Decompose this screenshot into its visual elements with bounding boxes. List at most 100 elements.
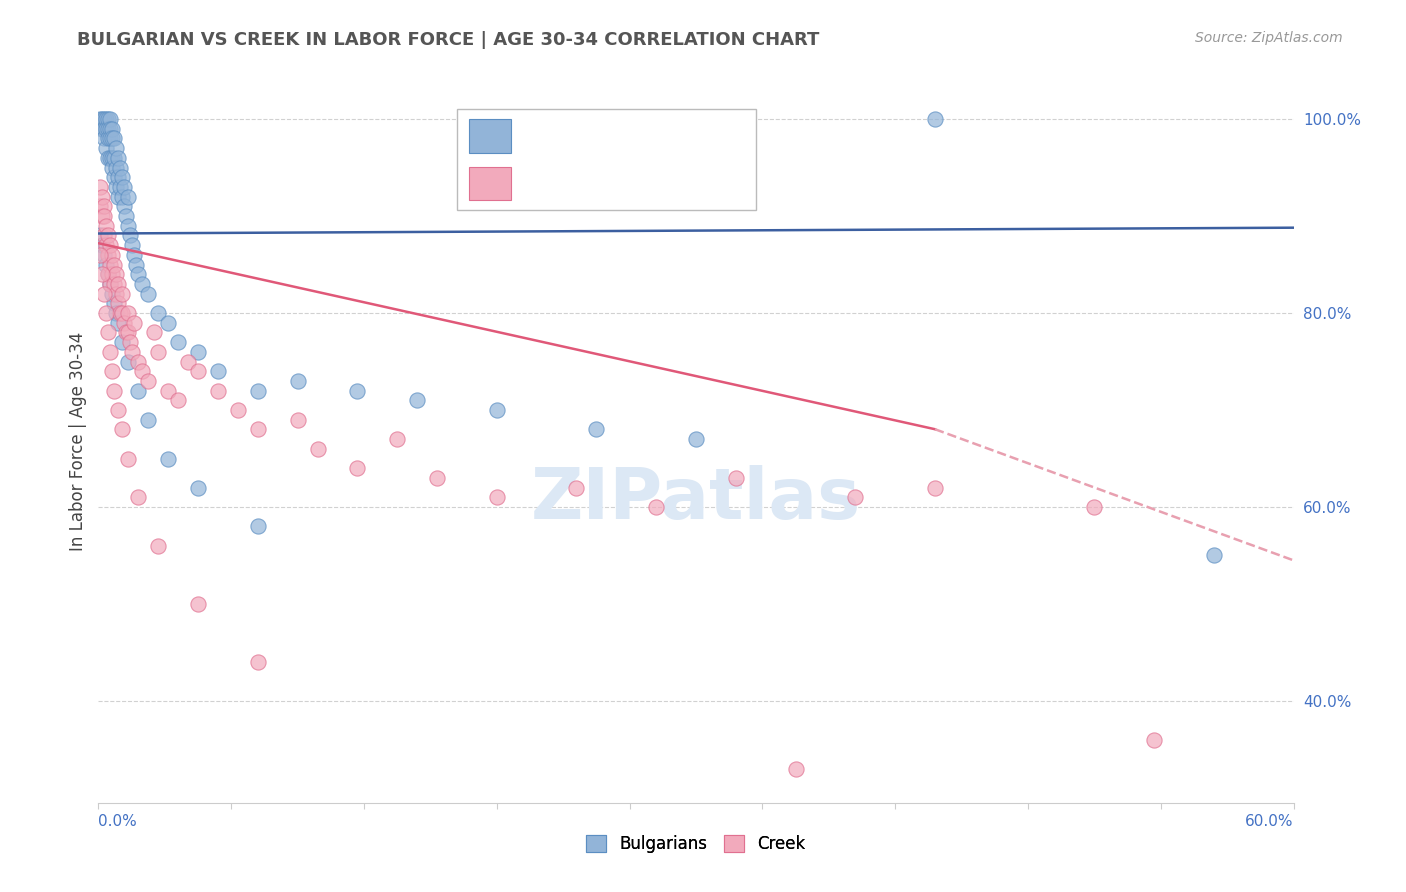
Point bbox=[101, 121, 124, 136]
Point bbox=[120, 335, 142, 350]
Point bbox=[107, 277, 129, 291]
Point bbox=[97, 151, 120, 165]
Point bbox=[93, 286, 115, 301]
Point bbox=[117, 451, 139, 466]
Point bbox=[485, 403, 508, 417]
Point bbox=[103, 170, 125, 185]
Point bbox=[117, 326, 139, 340]
Point bbox=[98, 112, 122, 126]
Point bbox=[98, 121, 122, 136]
Point bbox=[120, 228, 142, 243]
Point bbox=[124, 316, 146, 330]
Point bbox=[167, 335, 190, 350]
Point bbox=[97, 228, 120, 243]
Point bbox=[167, 393, 190, 408]
Point bbox=[105, 180, 128, 194]
Point bbox=[125, 258, 148, 272]
Point bbox=[117, 189, 139, 203]
Point bbox=[93, 248, 115, 262]
Point bbox=[96, 121, 118, 136]
Point bbox=[101, 267, 124, 281]
Point bbox=[111, 189, 134, 203]
Point bbox=[226, 403, 249, 417]
Point bbox=[89, 248, 111, 262]
Point bbox=[127, 267, 149, 281]
Point bbox=[136, 413, 159, 427]
Point bbox=[385, 432, 409, 446]
Point bbox=[124, 248, 146, 262]
Point bbox=[246, 519, 269, 533]
Point bbox=[287, 413, 309, 427]
Text: 0.0%: 0.0% bbox=[98, 814, 138, 830]
Point bbox=[98, 258, 122, 272]
Point bbox=[724, 471, 747, 485]
Point bbox=[105, 141, 128, 155]
Point bbox=[107, 189, 129, 203]
Point bbox=[121, 344, 143, 359]
Point bbox=[924, 112, 946, 126]
Point bbox=[101, 161, 124, 175]
Point bbox=[98, 277, 122, 291]
Point bbox=[924, 481, 946, 495]
Point bbox=[187, 481, 209, 495]
Point bbox=[246, 655, 269, 669]
Text: BULGARIAN VS CREEK IN LABOR FORCE | AGE 30-34 CORRELATION CHART: BULGARIAN VS CREEK IN LABOR FORCE | AGE … bbox=[77, 31, 820, 49]
Point bbox=[110, 161, 132, 175]
Point bbox=[157, 451, 180, 466]
Point bbox=[136, 374, 159, 388]
Point bbox=[93, 112, 115, 126]
Point bbox=[121, 238, 143, 252]
Point bbox=[112, 180, 135, 194]
Point bbox=[307, 442, 329, 456]
Point bbox=[101, 248, 124, 262]
Point bbox=[148, 539, 170, 553]
Point bbox=[1143, 732, 1166, 747]
Point bbox=[287, 374, 309, 388]
Point bbox=[426, 471, 449, 485]
Point bbox=[136, 286, 159, 301]
Point bbox=[111, 306, 134, 320]
Point bbox=[115, 326, 138, 340]
Point bbox=[117, 219, 139, 233]
Point bbox=[127, 354, 149, 368]
Point bbox=[127, 491, 149, 505]
Point bbox=[101, 151, 124, 165]
Point bbox=[107, 170, 129, 185]
Point bbox=[107, 151, 129, 165]
Point bbox=[93, 199, 115, 213]
Point bbox=[89, 180, 111, 194]
Point bbox=[157, 316, 180, 330]
Point bbox=[96, 238, 118, 252]
Point bbox=[98, 344, 122, 359]
Point bbox=[96, 112, 118, 126]
Point bbox=[97, 267, 120, 281]
Point bbox=[110, 180, 132, 194]
Point bbox=[98, 131, 122, 145]
Point bbox=[177, 354, 200, 368]
Point bbox=[485, 491, 508, 505]
Point bbox=[97, 112, 120, 126]
Point bbox=[98, 238, 122, 252]
Point bbox=[117, 306, 139, 320]
Point bbox=[97, 131, 120, 145]
Point bbox=[131, 277, 153, 291]
Point bbox=[91, 267, 114, 281]
Point bbox=[91, 189, 114, 203]
Point bbox=[207, 364, 229, 378]
Point bbox=[97, 326, 120, 340]
Point bbox=[93, 228, 115, 243]
Point bbox=[105, 267, 128, 281]
Point bbox=[111, 335, 134, 350]
Point bbox=[127, 384, 149, 398]
Point bbox=[98, 277, 122, 291]
Point bbox=[103, 151, 125, 165]
Text: Source: ZipAtlas.com: Source: ZipAtlas.com bbox=[1195, 31, 1343, 45]
Point bbox=[1083, 500, 1105, 514]
Point bbox=[685, 432, 707, 446]
Point bbox=[103, 258, 125, 272]
Point bbox=[107, 403, 129, 417]
Point bbox=[93, 209, 115, 223]
Point bbox=[246, 384, 269, 398]
Point bbox=[844, 491, 866, 505]
Point bbox=[406, 393, 429, 408]
